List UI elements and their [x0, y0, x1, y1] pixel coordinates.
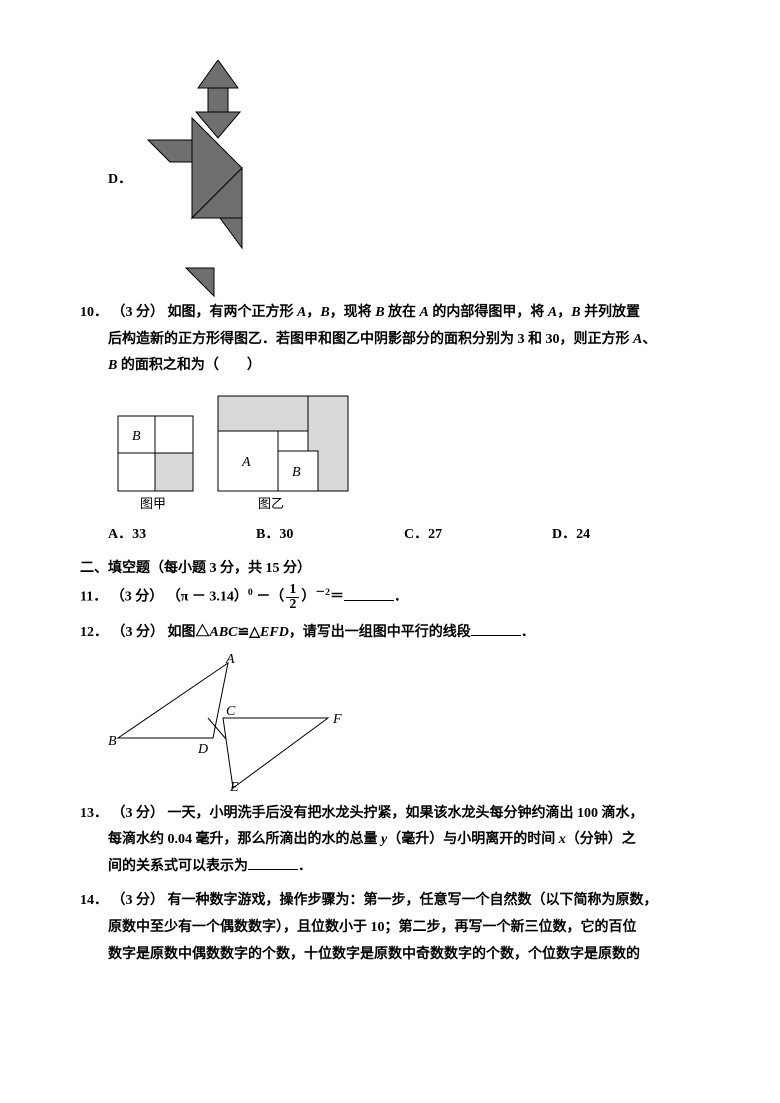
q10-choice-a: A．33: [108, 522, 256, 549]
q10-choices: A．33 B．30 C．27 D．24: [80, 522, 700, 549]
q13-blank: [248, 855, 298, 870]
q10-c1: ，: [306, 305, 320, 320]
section2-title: 二、填空题（每小题 3 分，共 15 分）: [80, 556, 700, 583]
q13-t2a: 每滴水约 0.04 毫升，那么所滴出的水的总量: [108, 832, 381, 847]
q10-choice-d: D．24: [552, 522, 700, 549]
q10-choice-c: C．27: [404, 522, 552, 549]
q10: 10． （3 分） 如图，有两个正方形 A，B，现将 B 放在 A 的内部得图甲…: [80, 300, 700, 548]
q12-lbl-D: D: [197, 742, 208, 757]
q12-num: 12．: [80, 625, 108, 640]
q10-line2: 后构造新的正方形得图乙．若图甲和图乙中阴影部分的面积分别为 3 和 30，则正方…: [80, 327, 700, 354]
q13-points: （3 分）: [112, 806, 165, 821]
q12-lbl-B: B: [108, 734, 117, 749]
q13-t3: 间的关系式可以表示为: [108, 859, 248, 874]
q12-t2: ，请写出一组图中平行的线段: [289, 625, 471, 640]
q14-line1: 14． （3 分） 有一种数字游戏，操作步骤为：第一步，任意写一个自然数（以下简…: [80, 888, 700, 915]
q10-figure: B A B 图甲 图乙: [108, 386, 368, 516]
q10-fig-Bsmall: B: [132, 429, 141, 444]
tangram-figure: [138, 60, 298, 300]
q10-t4: 的内部得图甲，将: [429, 305, 548, 320]
q14-points: （3 分）: [112, 893, 165, 908]
q12-efd: EFD: [260, 625, 289, 640]
q11: 11． （3 分） （π － 3.14）0 －（12）－2＝ ．: [80, 583, 700, 612]
page: D． 10． （3 分） 如图，有两个正方形 A，B，现将 B 放在 A 的内部…: [0, 0, 780, 1103]
q10-A2: A: [420, 305, 429, 320]
q13-x: x: [559, 832, 566, 847]
option-d-row: D．: [80, 60, 700, 300]
q10-B2: B: [375, 305, 384, 320]
q10-fig-Bright: B: [292, 465, 301, 480]
q12-cong: ≌△: [238, 625, 261, 640]
q10-choice-b: B．30: [256, 522, 404, 549]
q13: 13． （3 分） 一天，小明洗手后没有把水龙头拧紧，如果该水龙头每分钟约滴出 …: [80, 801, 700, 881]
q10-l2b: 、: [642, 332, 656, 347]
q12-t1: 如图△: [168, 625, 210, 640]
q11-pre: （π － 3.14）: [167, 590, 248, 605]
q10-c2: ，: [557, 305, 571, 320]
q12-lbl-E: E: [229, 780, 239, 793]
q13-t2b: （毫升）与小明离开的时间: [387, 832, 559, 847]
q10-B4: B: [108, 358, 117, 373]
q11-exp2: －2: [315, 587, 330, 598]
q14-line3: 数字是原数中偶数数字的个数，十位数字是原数中奇数数字的个数，个位数字是原数的: [80, 942, 700, 969]
q11-eq: ＝: [330, 590, 344, 605]
q13-line3: 间的关系式可以表示为 ．: [80, 854, 700, 881]
q12: 12． （3 分） 如图△ABC≌△EFD，请写出一组图中平行的线段． A B …: [80, 620, 700, 793]
q10-B1: B: [320, 305, 329, 320]
q11-exp0: 0: [248, 587, 253, 598]
q12-lbl-F: F: [332, 712, 342, 727]
q10-fig-A: A: [241, 455, 251, 470]
q14-num: 14．: [80, 893, 108, 908]
q13-num: 13．: [80, 806, 108, 821]
q11-blank: [344, 586, 394, 601]
q13-t1: 一天，小明洗手后没有把水龙头拧紧，如果该水龙头每分钟约滴出 100 滴水，: [168, 806, 644, 821]
q10-l2a: 后构造新的正方形得图乙．若图甲和图乙中阴影部分的面积分别为 3 和 30，则正方…: [108, 332, 633, 347]
q14-line2: 原数中至少有一个偶数数字），且位数小于 10；第二步，再写一个新三位数，它的百位: [80, 915, 700, 942]
q12-line: 12． （3 分） 如图△ABC≌△EFD，请写出一组图中平行的线段 ．: [80, 620, 700, 647]
q13-line2: 每滴水约 0.04 毫升，那么所滴出的水的总量 y（毫升）与小明离开的时间 x（…: [80, 827, 700, 854]
q13-period: ．: [298, 859, 312, 874]
q10-t3: 放在: [385, 305, 420, 320]
q12-figure: A B C D F E: [108, 653, 348, 793]
q13-line1: 13． （3 分） 一天，小明洗手后没有把水龙头拧紧，如果该水龙头每分钟约滴出 …: [80, 801, 700, 828]
q10-A3: A: [548, 305, 557, 320]
q10-cap1: 图甲: [140, 496, 166, 511]
q11-frac: 12: [286, 583, 299, 612]
q10-A4: A: [633, 332, 642, 347]
q10-cap2: 图乙: [258, 496, 284, 511]
q11-minus: －（: [256, 590, 284, 605]
q10-points: （3 分）: [112, 305, 165, 320]
q12-blank: [471, 621, 521, 636]
q12-abc: ABC: [210, 625, 238, 640]
q10-B3: B: [571, 305, 580, 320]
q11-period: ．: [394, 590, 408, 605]
q10-line1: 10． （3 分） 如图，有两个正方形 A，B，现将 B 放在 A 的内部得图甲…: [80, 300, 700, 327]
option-d-label: D．: [80, 167, 132, 194]
q12-lbl-A: A: [225, 653, 235, 667]
q14-t1: 有一种数字游戏，操作步骤为：第一步，任意写一个自然数（以下简称为原数，: [168, 893, 658, 908]
q11-frac-num: 1: [286, 583, 299, 598]
q10-t2: ，现将: [330, 305, 376, 320]
q10-t1: 如图，有两个正方形: [168, 305, 298, 320]
q11-points: （3 分）: [111, 590, 164, 605]
q12-points: （3 分）: [112, 625, 165, 640]
q13-t2c: （分钟）之: [566, 832, 636, 847]
q14: 14． （3 分） 有一种数字游戏，操作步骤为：第一步，任意写一个自然数（以下简…: [80, 888, 700, 968]
q11-frac-den: 2: [286, 598, 299, 612]
q12-period: ．: [521, 625, 535, 640]
q10-num: 10．: [80, 305, 108, 320]
q12-lbl-C: C: [226, 704, 236, 719]
q10-l3a: 的面积之和为（ ）: [117, 358, 261, 373]
q10-t5: 并列放置: [581, 305, 641, 320]
q10-line3: B 的面积之和为（ ）: [80, 353, 700, 380]
q11-num: 11．: [80, 590, 107, 605]
q10-A1: A: [297, 305, 306, 320]
q11-close: ）: [301, 590, 315, 605]
